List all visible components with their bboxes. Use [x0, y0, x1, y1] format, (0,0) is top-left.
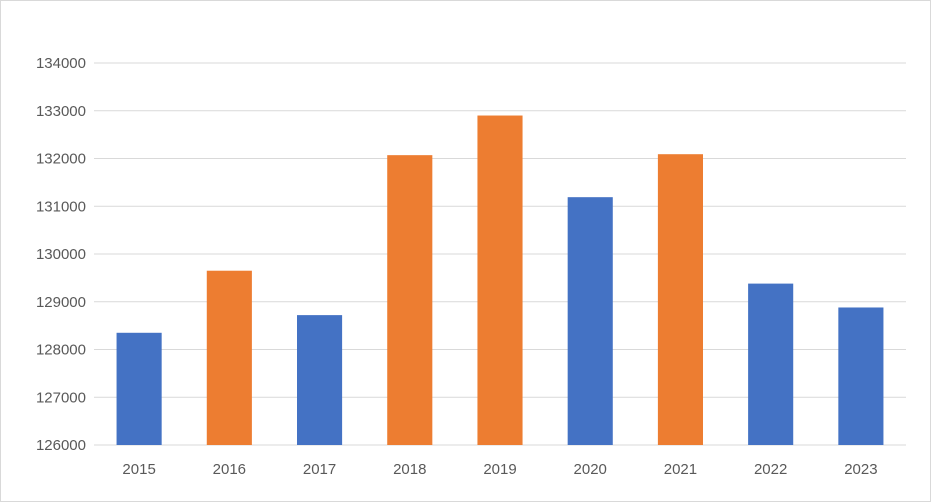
x-tick-label: 2020: [574, 461, 607, 478]
bar-2021: [657, 154, 703, 445]
y-tick-label: 132000: [36, 151, 86, 168]
x-tick-label: 2021: [664, 461, 697, 478]
y-tick-label: 126000: [36, 437, 86, 454]
x-tick-label: 2015: [122, 461, 155, 478]
x-tick-label: 2022: [754, 461, 787, 478]
y-tick-label: 127000: [36, 389, 86, 406]
x-tick-label: 2016: [213, 461, 246, 478]
bar-2018: [387, 155, 433, 445]
bar-2016: [206, 270, 252, 445]
y-tick-label: 133000: [36, 103, 86, 120]
x-tick-label: 2019: [483, 461, 516, 478]
x-axis-tick-labels: 2015 2016 2017 2018 2019 2020 2021 2022 2023: [122, 461, 877, 478]
y-tick-label: 134000: [36, 55, 86, 72]
y-axis-tick-labels: 126000 127000 128000 129000 130000 131000 1320…: [36, 55, 86, 454]
y-tick-label: 129000: [36, 294, 86, 311]
bars: [116, 115, 884, 446]
bar-2015: [116, 332, 162, 445]
bar-2022: [748, 283, 794, 445]
y-tick-label: 131000: [36, 198, 86, 215]
x-tick-label: 2023: [844, 461, 877, 478]
bar-2017: [297, 315, 343, 445]
bar-2019: [477, 115, 523, 446]
y-tick-label: 128000: [36, 342, 86, 359]
bar-2020: [567, 197, 613, 445]
x-tick-label: 2018: [393, 461, 426, 478]
bar-2023: [838, 307, 884, 445]
x-tick-label: 2017: [303, 461, 336, 478]
y-tick-label: 130000: [36, 246, 86, 263]
